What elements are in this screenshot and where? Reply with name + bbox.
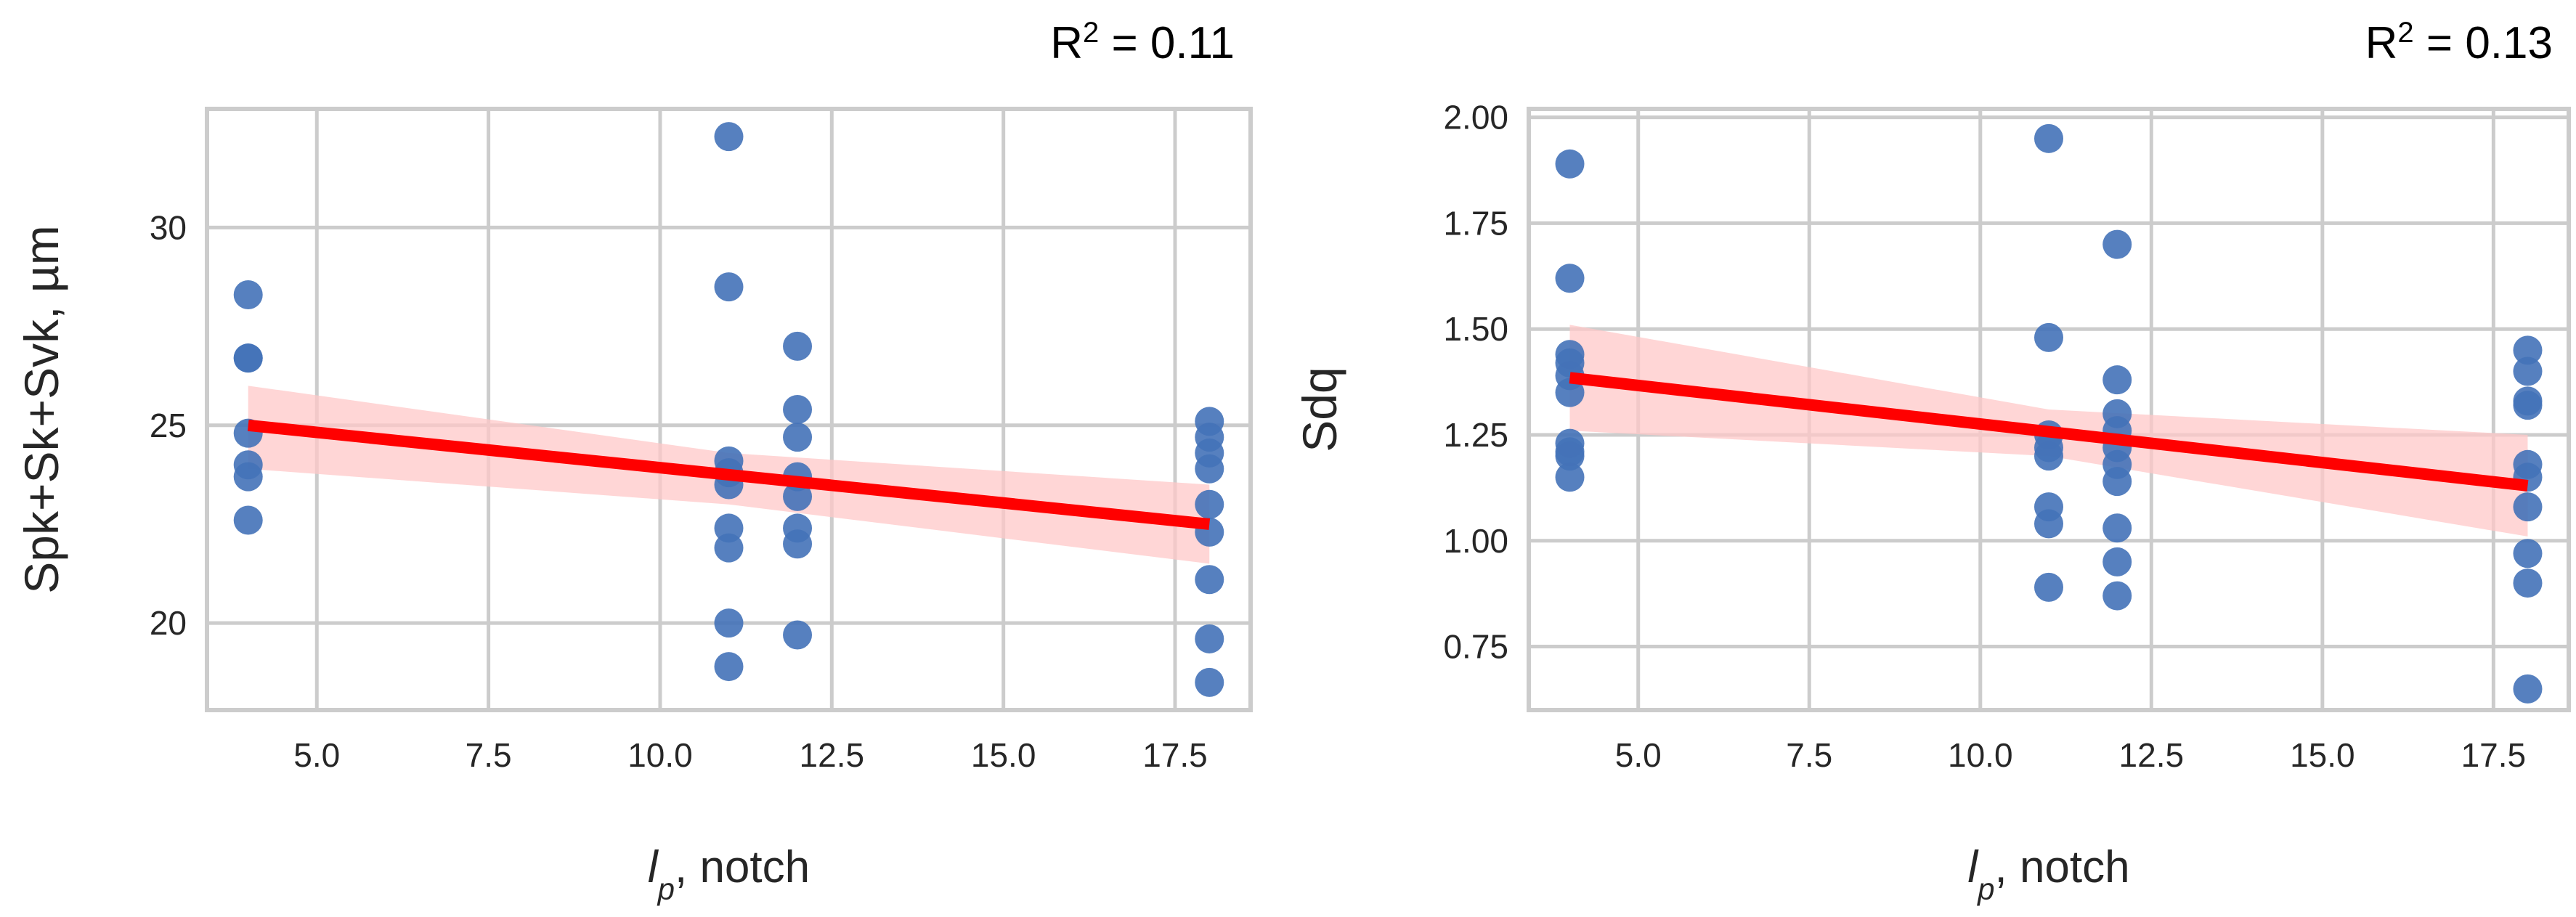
- y-tick-label: 1.25: [1443, 416, 1508, 454]
- y-tick-label: 0.75: [1443, 628, 1508, 666]
- data-point: [1555, 378, 1585, 407]
- data-point: [2513, 356, 2543, 386]
- data-point: [2102, 467, 2132, 497]
- data-point: [783, 423, 813, 452]
- data-point: [1555, 264, 1585, 293]
- data-point: [2513, 568, 2543, 598]
- grid-left: [207, 109, 1251, 710]
- y-tick-label: 1.75: [1443, 204, 1508, 242]
- x-tick-label: 10.0: [627, 736, 693, 774]
- r2-sup: 2: [1083, 17, 1099, 49]
- x-axis-label-rest: , notch: [675, 842, 810, 892]
- data-point: [714, 533, 744, 563]
- r2-base: R: [1050, 18, 1083, 68]
- data-point: [1555, 149, 1585, 179]
- x-axis-label-sub: p: [1976, 872, 1994, 906]
- data-points-right: [1555, 123, 2543, 704]
- x-axis-label-var: l: [648, 842, 659, 892]
- data-point: [1195, 454, 1224, 484]
- data-point: [233, 280, 263, 310]
- data-point: [1195, 565, 1224, 595]
- y-tick-label: 1.00: [1443, 522, 1508, 560]
- y-axis-label-left: Spk+Sk+Svk, µm: [15, 225, 68, 594]
- y-tick-label: 2.00: [1443, 99, 1508, 136]
- scatter-panel-left: 5.0 7.5 10.0 12.5 15.0 17.5 20 25 30 Spk+Sk+Svk…: [15, 17, 1253, 906]
- x-tick-labels-left: 5.0 7.5 10.0 12.5 15.0 17.5: [293, 736, 1207, 774]
- data-point: [2513, 674, 2543, 704]
- x-tick-label: 10.0: [1948, 736, 2013, 774]
- data-point: [1555, 462, 1585, 492]
- x-tick-label: 12.5: [2119, 736, 2185, 774]
- data-points-left: [233, 122, 1224, 697]
- data-point: [233, 343, 263, 373]
- x-tick-label: 15.0: [971, 736, 1036, 774]
- x-tick-label: 5.0: [293, 736, 340, 774]
- x-axis-label-right: lp, notch: [1967, 842, 2129, 906]
- y-tick-labels-left: 20 25 30: [150, 208, 187, 642]
- x-tick-label: 17.5: [1142, 736, 1208, 774]
- x-axis-label-left: lp, notch: [648, 842, 810, 906]
- r2-sup: 2: [2397, 17, 2413, 49]
- scatter-panel-right: 5.0 7.5 10.0 12.5 15.0 17.5 0.75 1.00 1.25 1.50 1…: [1293, 17, 2571, 906]
- r-squared-annotation-left: R2 = 0.11: [1050, 17, 1235, 68]
- regression-line-left: [247, 419, 1211, 530]
- regression-line: [247, 419, 1211, 530]
- y-tick-label: 25: [150, 407, 187, 444]
- data-point: [1555, 441, 1585, 471]
- x-tick-label: 15.0: [2290, 736, 2355, 774]
- y-tick-label: 1.50: [1443, 310, 1508, 348]
- data-point: [1195, 667, 1224, 697]
- data-point: [2513, 391, 2543, 420]
- x-tick-label: 7.5: [1786, 736, 1832, 774]
- regression-line-right: [1569, 372, 2529, 492]
- x-tick-label: 17.5: [2461, 736, 2527, 774]
- data-point: [1195, 489, 1224, 519]
- data-point: [783, 331, 813, 361]
- data-point: [783, 481, 813, 511]
- data-point: [2102, 581, 2132, 611]
- data-point: [2513, 492, 2543, 522]
- x-tick-label: 7.5: [466, 736, 512, 774]
- data-point: [1195, 624, 1224, 653]
- data-point: [2034, 322, 2063, 352]
- data-point: [2034, 572, 2063, 602]
- data-point: [2102, 547, 2132, 576]
- data-point: [783, 395, 813, 424]
- r-squared-annotation-right: R2 = 0.13: [2365, 17, 2553, 68]
- r2-base: R: [2365, 18, 2398, 68]
- data-point: [783, 529, 813, 559]
- data-point: [714, 652, 744, 682]
- r2-rest: = 0.13: [2414, 18, 2553, 68]
- data-point: [2513, 335, 2543, 365]
- x-tick-labels-right: 5.0 7.5 10.0 12.5 15.0 17.5: [1615, 736, 2526, 774]
- y-tick-label: 30: [150, 208, 187, 246]
- data-point: [2102, 513, 2132, 543]
- y-axis-label-right: Sdq: [1293, 367, 1346, 452]
- x-axis-label-rest: , notch: [1995, 842, 2130, 892]
- x-axis-label-var: l: [1967, 842, 1979, 892]
- x-tick-label: 5.0: [1615, 736, 1662, 774]
- data-point: [714, 122, 744, 152]
- regression-line: [1569, 372, 2529, 492]
- data-point: [2034, 123, 2063, 153]
- data-point: [233, 462, 263, 492]
- data-point: [2513, 539, 2543, 568]
- y-tick-label: 20: [150, 604, 187, 642]
- data-point: [714, 608, 744, 638]
- data-point: [2034, 441, 2063, 471]
- x-tick-label: 12.5: [800, 736, 865, 774]
- data-point: [2102, 365, 2132, 395]
- data-point: [2102, 229, 2132, 259]
- data-point: [783, 620, 813, 650]
- data-point: [2034, 509, 2063, 539]
- data-point: [714, 272, 744, 302]
- x-axis-label-sub: p: [657, 872, 675, 906]
- data-point: [233, 505, 263, 535]
- y-tick-labels-right: 0.75 1.00 1.25 1.50 1.75 2.00: [1443, 99, 1508, 666]
- r2-rest: = 0.11: [1099, 18, 1235, 68]
